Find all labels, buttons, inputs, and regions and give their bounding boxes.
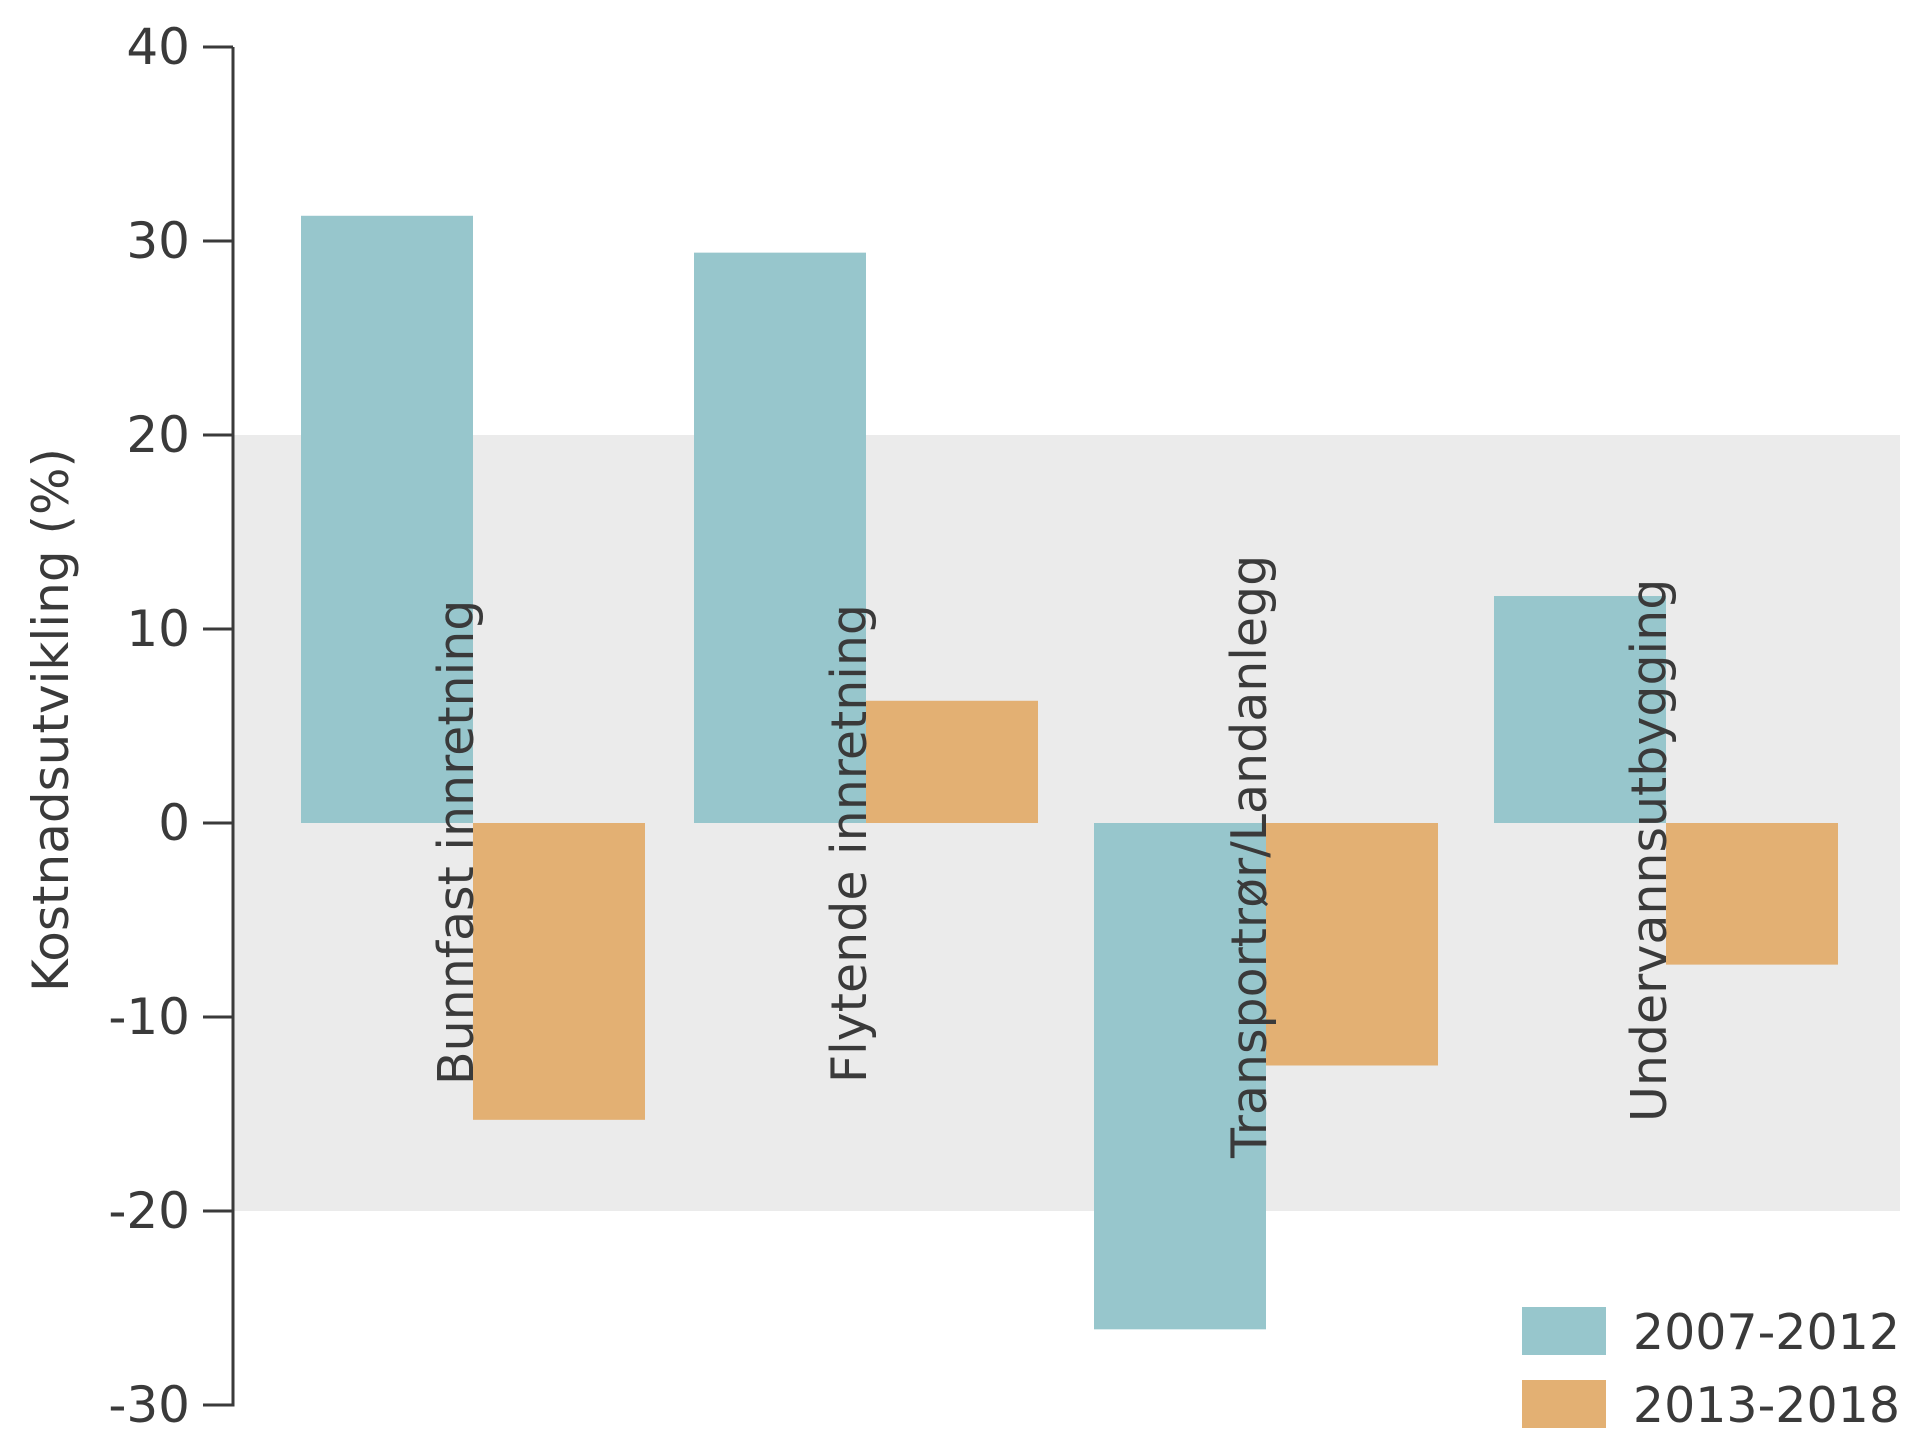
y-tick-label: -30 bbox=[108, 1376, 190, 1434]
y-tick-label: -10 bbox=[108, 988, 190, 1046]
bar-2013-2018-0 bbox=[473, 823, 645, 1120]
y-ticks: 40 30 20 10 0 -10 -20 -30 bbox=[108, 18, 233, 1434]
y-axis-title: Kostnadsutvikling (%) bbox=[22, 448, 80, 992]
legend: 2007-2012 2013-2018 bbox=[1522, 1304, 1900, 1434]
y-tick-label: 0 bbox=[158, 794, 190, 852]
category-label: Undervannsutbygging bbox=[1621, 579, 1678, 1122]
legend-label: 2013-2018 bbox=[1633, 1377, 1900, 1434]
y-tick-label: 40 bbox=[126, 18, 190, 76]
bar-2007-2012-2 bbox=[1094, 823, 1266, 1330]
legend-swatch bbox=[1522, 1380, 1606, 1428]
category-label: Bunnfast innretning bbox=[428, 600, 485, 1085]
bar-2013-2018-3 bbox=[1666, 823, 1838, 965]
category-labels: Bunnfast innretning Flytende innretning Tr… bbox=[428, 555, 1678, 1159]
bar-2007-2012-1 bbox=[694, 252, 866, 823]
y-tick-label: 30 bbox=[126, 212, 190, 270]
y-tick-label: 20 bbox=[126, 406, 190, 464]
legend-label: 2007-2012 bbox=[1633, 1304, 1900, 1361]
category-label: Flytende innretning bbox=[821, 604, 878, 1083]
bar-2013-2018-1 bbox=[866, 700, 1038, 823]
bar-2007-2012-0 bbox=[301, 215, 473, 823]
bar-2007-2012-3 bbox=[1494, 596, 1666, 823]
bar-2013-2018-2 bbox=[1266, 823, 1438, 1066]
legend-swatch bbox=[1522, 1307, 1606, 1355]
y-tick-label: 10 bbox=[126, 600, 190, 658]
y-tick-label: -20 bbox=[108, 1182, 190, 1240]
bars-group bbox=[301, 215, 1838, 1330]
category-label: Transportrør/Landanlegg bbox=[1221, 555, 1278, 1159]
